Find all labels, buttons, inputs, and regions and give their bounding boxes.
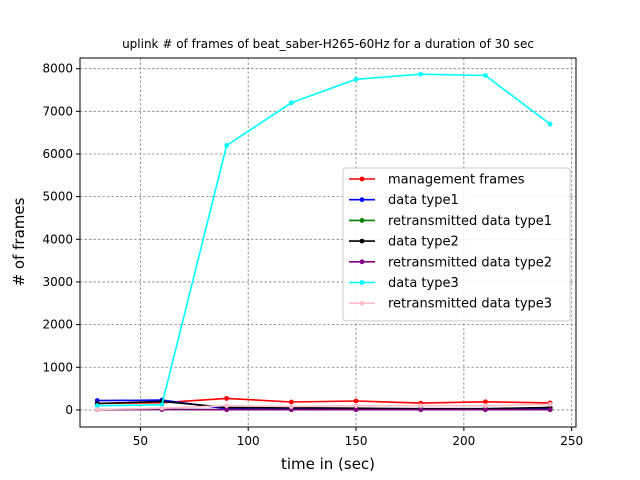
legend-swatch-marker <box>359 176 365 182</box>
x-tick-label: 50 <box>133 434 148 448</box>
data-point <box>547 407 553 413</box>
data-point <box>288 399 294 405</box>
axis-ticks: 50 100 150 200 250 0 1000 2000 3000 4000 5000 6000 7… <box>42 62 583 448</box>
y-tick-label: 2000 <box>42 318 73 332</box>
series-lines <box>94 71 553 413</box>
y-tick-label: 1000 <box>42 360 73 374</box>
legend-label: data type3 <box>388 276 459 291</box>
chart-title: uplink # of frames of beat_saber-H265-60… <box>122 37 534 51</box>
y-tick-label: 7000 <box>42 104 73 118</box>
data-point <box>288 404 294 409</box>
legend-label: retransmitted data type3 <box>388 297 552 312</box>
legend-item: management frames <box>349 173 525 188</box>
legend-item: retransmitted data type2 <box>349 255 552 270</box>
data-point <box>353 407 359 413</box>
x-tick-label: 100 <box>237 434 260 448</box>
legend-label: retransmitted data type2 <box>388 255 552 270</box>
data-point <box>94 403 100 409</box>
data-point <box>353 76 359 82</box>
x-tick-label: 150 <box>345 434 368 448</box>
data-point <box>483 399 488 405</box>
data-point <box>418 71 424 77</box>
y-tick-label: 5000 <box>42 190 73 204</box>
y-axis-label: # of frames <box>10 197 28 286</box>
legend-swatch-marker <box>359 238 365 244</box>
legend-item: retransmitted data type1 <box>349 214 552 229</box>
y-tick-label: 6000 <box>42 147 73 161</box>
series-line <box>97 73 551 407</box>
data-point <box>418 403 424 409</box>
x-tick-label: 250 <box>560 434 583 448</box>
data-point <box>547 121 553 127</box>
legend-item: data type2 <box>349 235 459 250</box>
y-tick-label: 3000 <box>42 275 73 289</box>
series-7 <box>94 401 553 412</box>
data-point <box>547 401 553 407</box>
data-point <box>483 407 488 413</box>
data-point <box>159 405 165 411</box>
data-point <box>224 407 230 413</box>
legend-item: data type1 <box>349 193 459 208</box>
data-point <box>94 407 100 412</box>
legend-swatch-marker <box>359 300 365 306</box>
legend-swatch-marker <box>359 280 365 285</box>
data-point <box>159 402 165 408</box>
legend-swatch-marker <box>359 218 365 223</box>
legend-item: data type3 <box>349 276 459 291</box>
legend-swatch-marker <box>359 259 365 265</box>
series-line <box>97 403 551 411</box>
legend-item: retransmitted data type3 <box>349 297 552 312</box>
legend-swatch-marker <box>359 197 365 203</box>
data-point <box>353 403 359 409</box>
data-point <box>224 396 230 401</box>
legend-label: management frames <box>388 173 525 188</box>
series-line <box>97 400 551 410</box>
legend: management frames data type1 retransmitted… <box>342 167 571 322</box>
data-point <box>224 143 230 148</box>
legend-label: retransmitted data type1 <box>388 214 552 229</box>
legend-box <box>342 167 571 322</box>
data-point <box>288 100 294 106</box>
data-point <box>418 407 424 413</box>
x-tick-label: 200 <box>452 434 475 448</box>
y-tick-label: 0 <box>65 403 73 417</box>
legend-label: data type2 <box>388 235 459 250</box>
y-tick-label: 4000 <box>42 232 73 246</box>
data-point <box>483 73 488 78</box>
data-point <box>353 398 359 404</box>
x-axis-label: time in (sec) <box>281 455 375 473</box>
series-6 <box>94 71 553 409</box>
legend-label: data type1 <box>388 193 459 208</box>
data-point <box>483 403 488 409</box>
data-point <box>224 403 230 409</box>
plot-area-frame <box>79 57 577 428</box>
y-tick-label: 8000 <box>42 62 73 76</box>
